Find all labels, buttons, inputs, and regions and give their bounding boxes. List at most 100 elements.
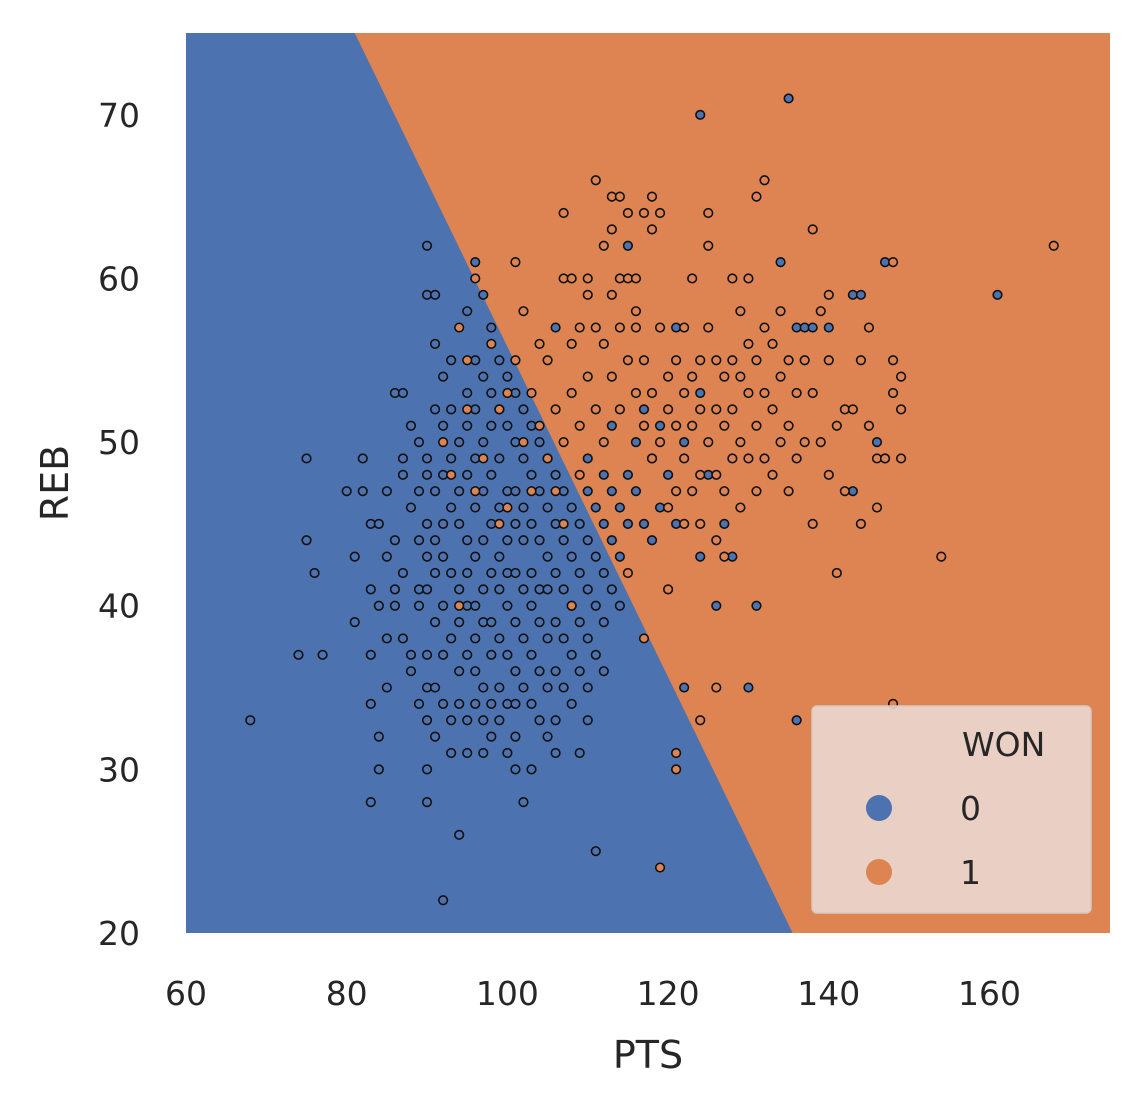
scatter-point-class-0 <box>502 535 513 546</box>
scatter-point-class-1 <box>574 469 585 480</box>
scatter-point-class-1 <box>735 371 746 382</box>
scatter-point-class-0 <box>550 469 561 480</box>
scatter-point-class-1 <box>879 453 891 464</box>
scatter-point-class-0 <box>502 600 513 611</box>
scatter-point-class-1 <box>703 436 714 448</box>
x-tick-label: 80 <box>326 974 368 1013</box>
scatter-point-class-1 <box>815 436 826 448</box>
scatter-point-class-0 <box>373 731 384 742</box>
scatter-point-class-0 <box>301 453 312 464</box>
scatter-point-class-0 <box>478 747 489 759</box>
scatter-point-class-1 <box>662 371 674 382</box>
scatter-point-class-0 <box>614 551 625 562</box>
scatter-point-class-0 <box>421 715 433 726</box>
scatter-point-class-0 <box>871 436 883 448</box>
scatter-point-class-1 <box>735 502 746 513</box>
x-axis-label: PTS <box>613 1033 683 1077</box>
scatter-point-class-0 <box>486 731 497 742</box>
y-tick-label: 50 <box>98 423 140 462</box>
scatter-point-class-0 <box>534 436 545 448</box>
scatter-point-class-0 <box>454 698 465 710</box>
scatter-point-class-0 <box>478 289 489 300</box>
scatter-point-class-0 <box>518 633 529 644</box>
scatter-point-class-0 <box>992 289 1003 300</box>
scatter-point-class-0 <box>462 649 473 660</box>
scatter-point-class-1 <box>494 518 505 530</box>
scatter-point-class-0 <box>470 698 481 710</box>
scatter-point-class-1 <box>711 682 722 693</box>
scatter-point-class-1 <box>486 338 497 350</box>
scatter-point-class-0 <box>807 322 818 333</box>
scatter-point-class-0 <box>510 616 521 628</box>
scatter-point-class-1 <box>606 224 617 235</box>
scatter-point-class-1 <box>887 256 899 268</box>
scatter-point-class-0 <box>446 404 457 415</box>
scatter-point-class-0 <box>470 551 481 562</box>
scatter-point-class-0 <box>478 371 489 382</box>
scatter-point-class-1 <box>510 355 521 366</box>
scatter-point-class-1 <box>703 240 714 251</box>
scatter-point-class-0 <box>679 682 690 693</box>
scatter-point-class-1 <box>614 322 625 333</box>
scatter-point-class-0 <box>590 846 601 857</box>
scatter-point-class-0 <box>405 502 417 513</box>
scatter-point-class-1 <box>462 355 473 366</box>
scatter-point-class-0 <box>558 682 569 693</box>
scatter-point-class-1 <box>662 404 674 415</box>
scatter-point-class-0 <box>614 502 625 513</box>
scatter-point-class-0 <box>534 535 545 546</box>
scatter-point-class-0 <box>405 666 417 677</box>
scatter-point-class-1 <box>775 306 786 317</box>
scatter-point-class-0 <box>470 502 481 513</box>
scatter-point-class-0 <box>638 404 650 415</box>
scatter-point-class-1 <box>534 338 545 350</box>
scatter-point-class-0 <box>421 649 433 660</box>
scatter-point-class-0 <box>542 731 553 742</box>
scatter-point-class-0 <box>598 616 609 628</box>
scatter-point-class-0 <box>486 420 497 431</box>
scatter-point-class-1 <box>783 355 794 366</box>
scatter-point-class-0 <box>614 600 625 611</box>
scatter-point-class-1 <box>646 387 658 399</box>
scatter-point-class-0 <box>446 567 457 579</box>
scatter-point-class-0 <box>373 600 384 611</box>
scatter-point-class-1 <box>502 502 513 513</box>
scatter-point-class-0 <box>775 256 786 268</box>
scatter-point-class-0 <box>421 584 433 595</box>
scatter-point-class-1 <box>687 371 698 382</box>
scatter-point-class-0 <box>446 453 457 464</box>
scatter-point-class-1 <box>807 518 818 530</box>
scatter-point-class-0 <box>478 715 489 726</box>
scatter-point-class-0 <box>429 289 441 300</box>
scatter-point-class-0 <box>293 649 304 660</box>
scatter-point-class-0 <box>421 796 433 808</box>
scatter-point-class-0 <box>462 567 473 579</box>
scatter-point-class-1 <box>687 486 698 497</box>
scatter-point-class-0 <box>622 518 634 530</box>
scatter-point-class-0 <box>598 567 609 579</box>
scatter-point-class-0 <box>526 649 537 660</box>
scatter-point-class-0 <box>695 109 706 120</box>
scatter-point-class-1 <box>470 273 481 284</box>
scatter-point-class-1 <box>711 404 722 415</box>
scatter-point-class-0 <box>598 469 609 480</box>
scatter-point-class-1 <box>936 551 947 562</box>
scatter-point-class-0 <box>245 715 256 726</box>
scatter-point-class-0 <box>550 567 561 579</box>
y-tick-label: 70 <box>98 96 140 135</box>
scatter-point-class-0 <box>462 715 473 726</box>
scatter-point-class-0 <box>542 682 553 693</box>
scatter-point-class-0 <box>518 682 529 693</box>
scatter-point-class-0 <box>478 682 489 693</box>
scatter-point-class-1 <box>767 338 778 350</box>
scatter-point-class-0 <box>429 682 441 693</box>
scatter-point-class-1 <box>446 469 457 480</box>
scatter-point-class-0 <box>470 600 481 611</box>
scatter-point-class-0 <box>566 502 577 513</box>
scatter-point-class-1 <box>727 273 738 284</box>
scatter-point-class-1 <box>695 715 706 726</box>
scatter-point-class-0 <box>454 829 465 840</box>
scatter-point-class-1 <box>582 289 593 300</box>
scatter-point-class-0 <box>695 551 706 562</box>
scatter-point-class-0 <box>823 322 834 333</box>
